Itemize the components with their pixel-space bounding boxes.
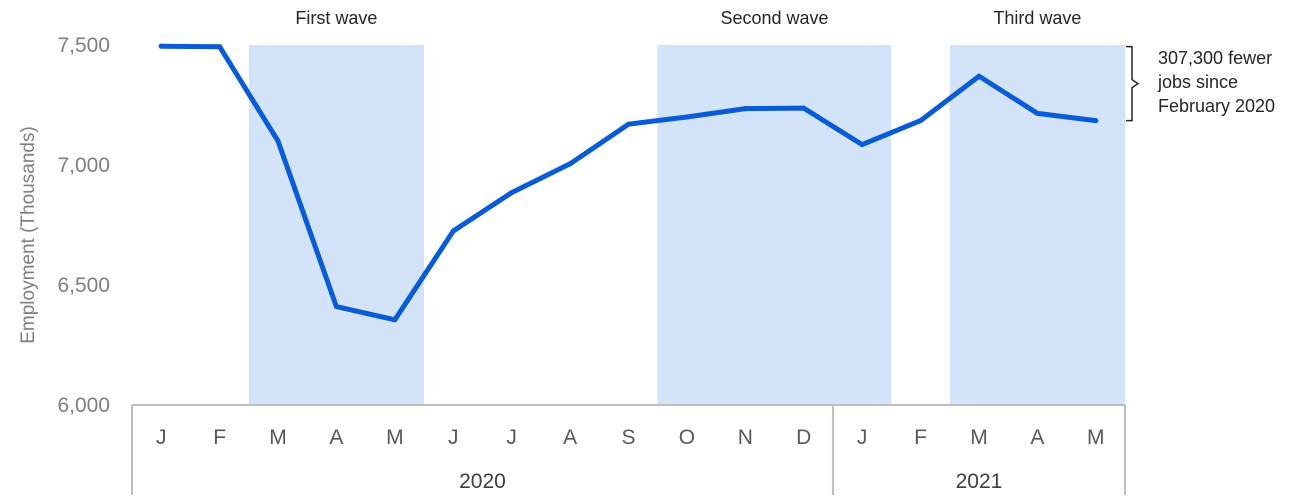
- data-point: [1093, 118, 1099, 124]
- x-tick-label: A: [1030, 426, 1044, 449]
- data-point: [918, 118, 924, 124]
- x-tick-label: O: [679, 426, 695, 449]
- data-point: [217, 44, 223, 50]
- y-tick-label: 6,500: [57, 274, 110, 297]
- x-tick-label: F: [914, 426, 927, 449]
- x-tick-label: M: [386, 426, 404, 449]
- x-tick-label: D: [796, 426, 811, 449]
- x-tick-label: J: [156, 426, 167, 449]
- x-tick-label: J: [857, 426, 868, 449]
- wave-label-3: Third wave: [993, 8, 1081, 28]
- data-point: [333, 304, 339, 310]
- y-tick-label: 7,000: [57, 154, 110, 177]
- data-point: [509, 190, 515, 196]
- wave-band-1: [248, 45, 425, 405]
- annotation-text: 307,300 fewer: [1158, 48, 1272, 68]
- x-tick-label: A: [563, 426, 577, 449]
- x-tick-label: F: [213, 426, 226, 449]
- data-point: [859, 142, 865, 148]
- data-point: [742, 106, 748, 112]
- y-tick-label: 7,500: [57, 34, 110, 57]
- year-label-2021: 2021: [956, 470, 1003, 493]
- data-point: [626, 121, 631, 127]
- y-axis-title: Employment (Thousands): [18, 126, 39, 344]
- data-point: [275, 138, 281, 144]
- x-tick-label: M: [1087, 426, 1105, 449]
- wave-label-2: Second wave: [720, 8, 828, 28]
- data-point: [158, 43, 164, 49]
- x-tick-label: S: [621, 426, 635, 449]
- x-tick-label: J: [506, 426, 517, 449]
- x-tick-label: A: [329, 426, 343, 449]
- annotation-text: February 2020: [1158, 96, 1275, 116]
- y-tick-label: 6,000: [57, 394, 110, 417]
- data-point: [801, 105, 807, 111]
- data-point: [1034, 110, 1040, 116]
- data-point: [976, 73, 982, 79]
- year-label-2020: 2020: [459, 470, 506, 493]
- x-tick-label: M: [269, 426, 287, 449]
- data-point: [684, 114, 690, 120]
- annotation-text: jobs since: [1157, 72, 1238, 92]
- data-point: [450, 228, 456, 234]
- wave-band-3: [949, 45, 1125, 405]
- x-tick-label: N: [738, 426, 753, 449]
- wave-band-2: [657, 45, 892, 405]
- data-point: [392, 317, 398, 323]
- annotation-bracket: [1126, 45, 1140, 122]
- data-point: [567, 161, 573, 167]
- wave-label-1: First wave: [295, 8, 377, 28]
- x-tick-label: M: [970, 426, 988, 449]
- x-tick-label: J: [448, 426, 459, 449]
